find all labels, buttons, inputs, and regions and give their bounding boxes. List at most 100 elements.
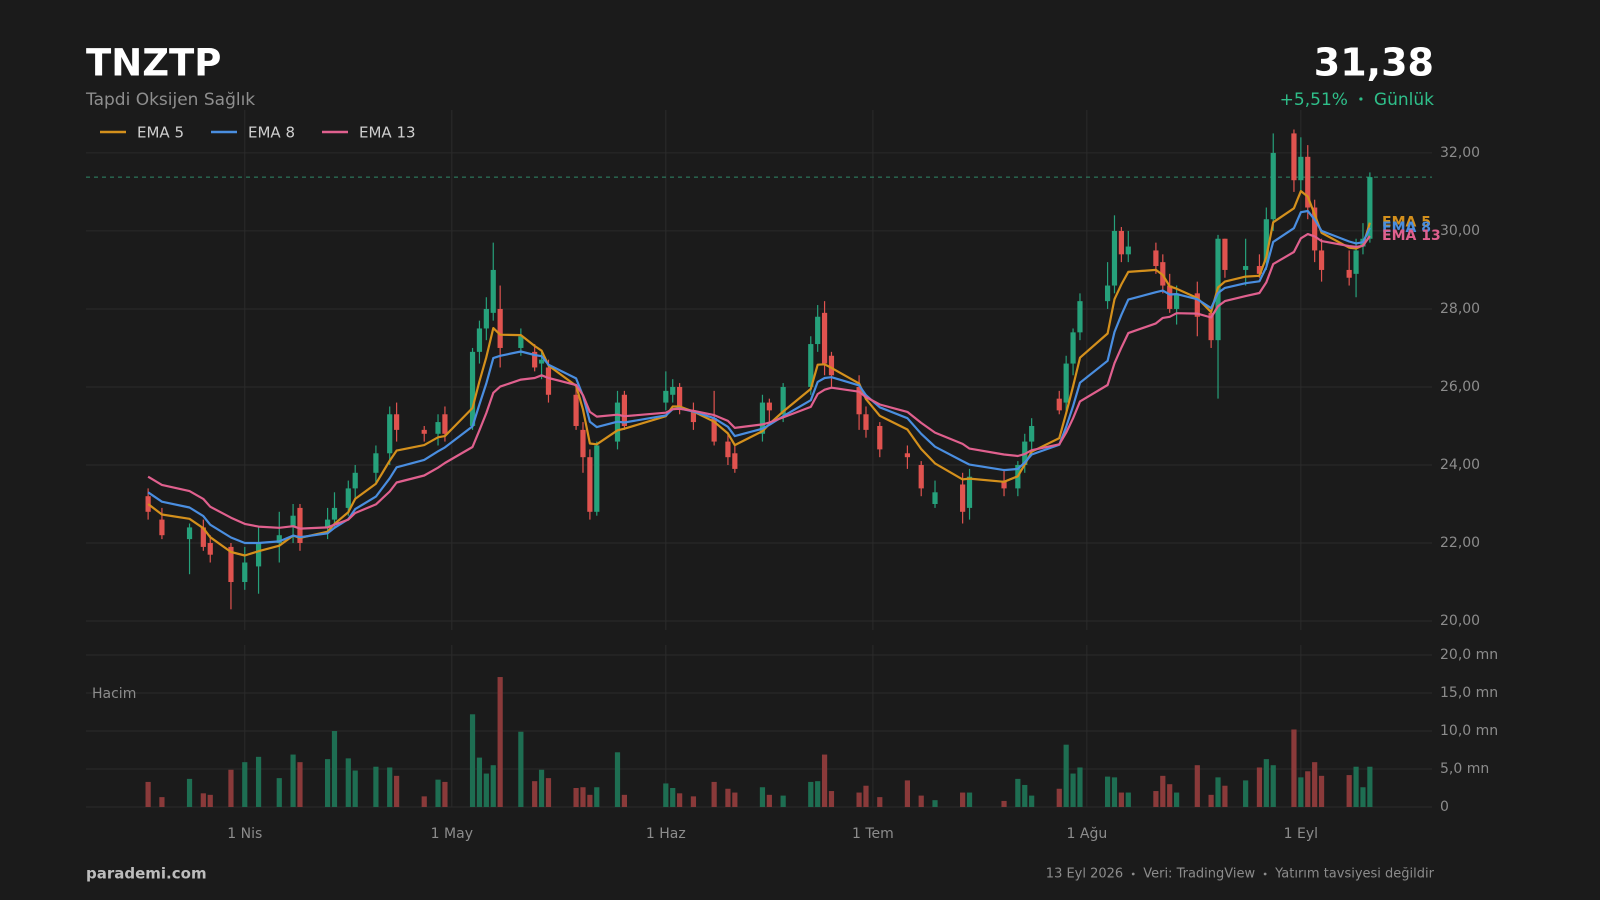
volume-bar (863, 785, 869, 807)
volume-bar (255, 756, 262, 807)
volume-bar (1346, 775, 1352, 807)
x-tick-label: 1 May (431, 826, 473, 842)
volume-bar (1153, 791, 1159, 807)
candle-body (725, 441, 731, 458)
volume-bar (1056, 788, 1062, 807)
candle-body (373, 453, 379, 473)
candle-body (670, 386, 676, 395)
volume-bar (387, 767, 393, 807)
legend-label: EMA 5 (137, 124, 184, 142)
candle-body (442, 414, 448, 434)
candle-body (877, 425, 883, 450)
volume-bar (1208, 794, 1214, 807)
y-tick-label: 30,00 (1440, 223, 1480, 239)
volume-bar (518, 731, 524, 807)
volume-bar (732, 792, 738, 807)
volume-bar (808, 781, 814, 807)
volume-bar (1111, 777, 1118, 807)
footer-note: Veri: TradingView (1143, 867, 1255, 882)
volume-bar (159, 797, 165, 807)
candle-body (677, 386, 683, 407)
x-tick-label: 1 Eyl (1284, 826, 1318, 842)
volume-bar (690, 796, 697, 807)
candle-body (1125, 246, 1131, 255)
candle-body (200, 527, 206, 547)
candle-body (207, 543, 213, 555)
x-tick-label: 1 Tem (852, 826, 894, 842)
volume-bar (856, 792, 862, 807)
y-tick-label: 22,00 (1440, 535, 1480, 551)
candle-body (960, 484, 966, 512)
separator-dot (1263, 872, 1267, 876)
volume-bar (186, 778, 193, 807)
volume-bar (1174, 792, 1180, 807)
candle-body (573, 394, 579, 426)
last-price: 31,38 (1314, 41, 1434, 85)
volume-bar (918, 795, 924, 807)
volume-bar (324, 759, 331, 807)
ema-end-label: EMA 5 (1382, 215, 1431, 231)
candle-body (808, 344, 814, 387)
candle-body (966, 476, 973, 508)
candle-body (518, 336, 524, 348)
candle-body (1305, 156, 1311, 208)
volume-bar (759, 787, 766, 807)
candle-body (331, 507, 338, 520)
candle-body (532, 351, 538, 368)
candle-body (690, 410, 697, 423)
candle-body (1194, 293, 1200, 317)
volume-bar (545, 778, 552, 807)
volume-bar (815, 781, 821, 807)
volume-bar (435, 779, 441, 807)
volume-bar (1194, 765, 1200, 807)
volume-bar (483, 773, 489, 807)
candle-body (297, 507, 303, 544)
volume-bar (352, 770, 358, 807)
candle-body (918, 464, 924, 489)
volume-bar (490, 765, 496, 807)
volume-bar (932, 800, 938, 807)
volume-bar (1305, 771, 1311, 807)
company-name: Tapdi Oksijen Sağlık (85, 90, 255, 110)
volume-bar (670, 788, 676, 807)
volume-bar (614, 752, 621, 807)
footer-note: Yatırım tavsiyesi değildir (1274, 867, 1435, 882)
brand: parademi.com (86, 865, 207, 883)
candle-body (856, 386, 862, 415)
candle-body (828, 355, 835, 376)
candle-body (345, 488, 351, 508)
candle-body (1256, 266, 1263, 274)
volume-bar (594, 787, 600, 807)
candle-body (821, 312, 828, 364)
volume-bar (497, 677, 503, 807)
candle-body (186, 527, 193, 540)
candle-body (483, 308, 489, 329)
candle-body (394, 414, 400, 430)
volume-bar (573, 788, 579, 807)
volume-bar (421, 796, 427, 807)
volume-bar (331, 731, 338, 807)
candle-body (594, 445, 600, 512)
volume-bar (621, 794, 627, 807)
candle-body (1070, 332, 1076, 364)
y-tick-label: 26,00 (1440, 379, 1480, 395)
x-tick-label: 1 Nis (227, 826, 262, 842)
volume-bar (725, 788, 731, 807)
candle-body (732, 453, 738, 469)
volume-bar (821, 754, 828, 807)
volume-bar (1118, 792, 1124, 807)
ema-end-label: EMA 8 (1382, 220, 1431, 236)
volume-bar (373, 766, 379, 807)
volume-bar (1367, 766, 1373, 807)
volume-bar (1312, 762, 1318, 807)
volume-bar (904, 780, 911, 807)
candle-body (469, 351, 476, 426)
candle-body (863, 414, 869, 430)
volume-bar (1015, 778, 1021, 807)
candle-body (1346, 269, 1352, 278)
candle-body (1367, 177, 1373, 239)
ema-end-label: EMA 13 (1382, 228, 1441, 244)
candle-body (538, 359, 545, 364)
y-tick-label: 24,00 (1440, 457, 1480, 473)
